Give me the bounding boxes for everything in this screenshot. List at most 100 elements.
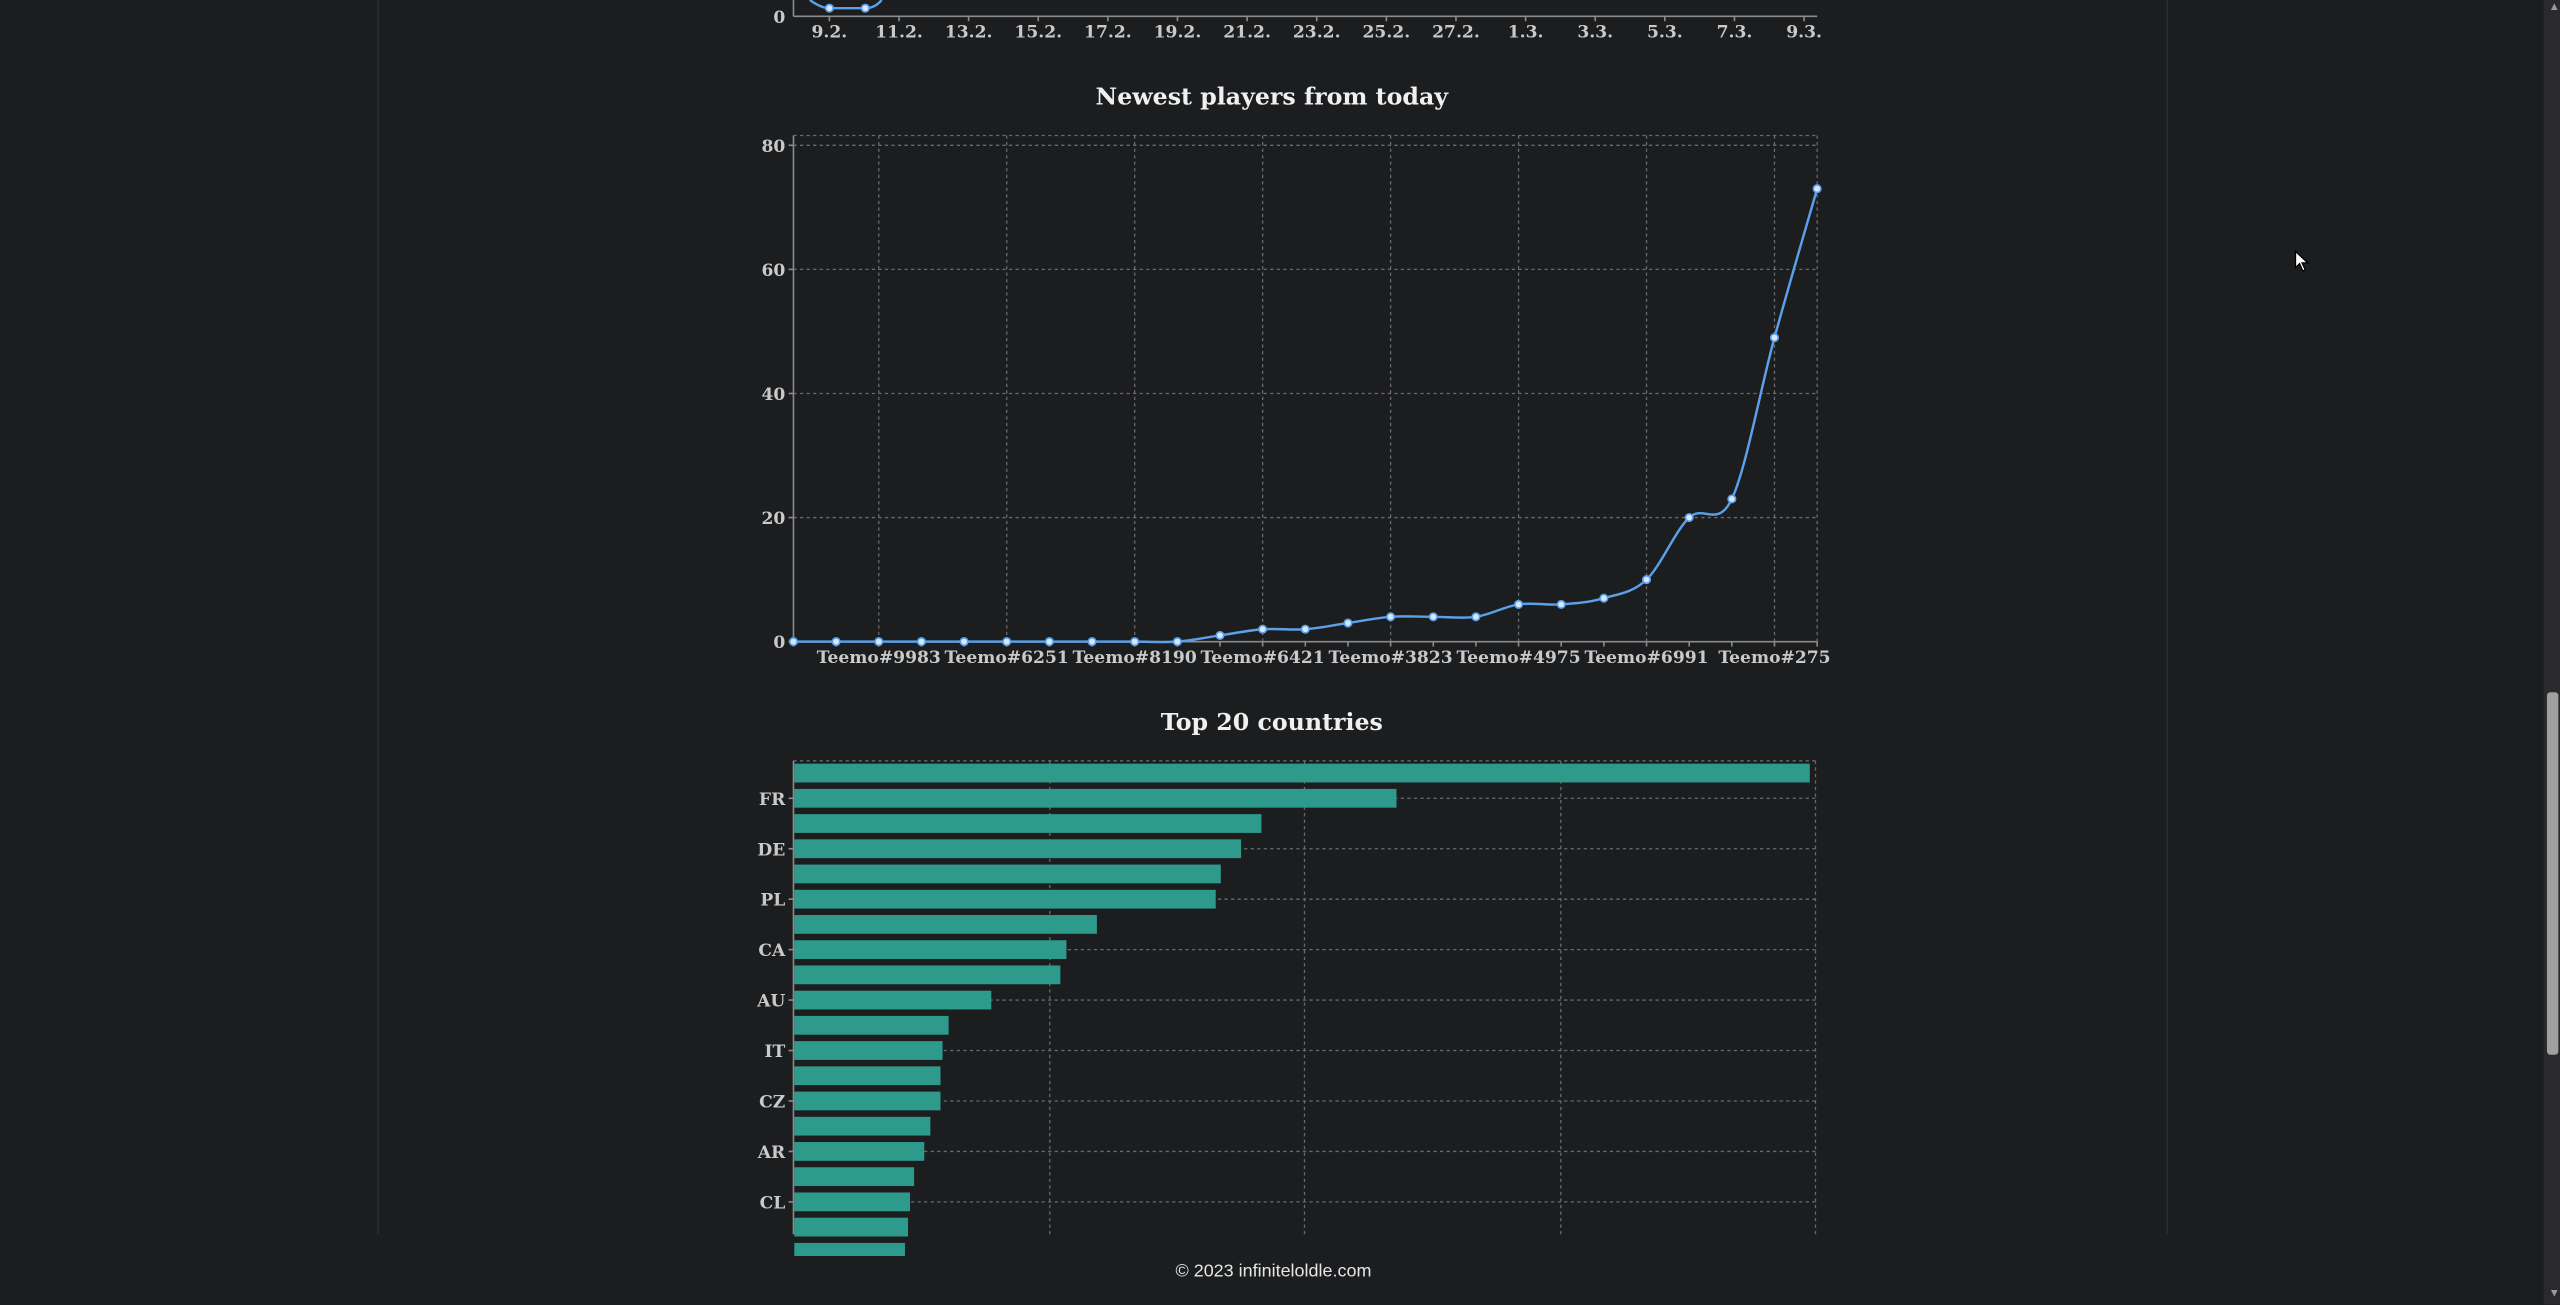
line-chart-x-tick-label: Teemo#6421 bbox=[1201, 648, 1325, 668]
bar-chart-bar bbox=[794, 1091, 941, 1111]
top-chart-point bbox=[860, 3, 870, 13]
bar-chart-category-label: CL bbox=[760, 1193, 786, 1213]
line-chart-point bbox=[1769, 333, 1780, 343]
line-chart-x-tick-label: Teemo#4975 bbox=[1457, 648, 1581, 668]
page-scrollbar[interactable] bbox=[2543, 0, 2560, 1305]
previous-chart-tail: 0 9.2. 11.2. 13.2. 15.2. 17.2. 19.2. 21.2. 23.2.… bbox=[773, 0, 1822, 43]
line-chart-point bbox=[1641, 575, 1652, 585]
bar-chart-category-label: PL bbox=[760, 891, 785, 911]
bar-chart-category-label: AU bbox=[756, 992, 785, 1012]
content-right-border bbox=[2166, 0, 2169, 1235]
line-chart-x-tick-label: Teemo#3823 bbox=[1329, 648, 1453, 668]
bar-chart-bar bbox=[794, 788, 1397, 808]
line-chart-point bbox=[788, 637, 799, 647]
bar-chart-bar bbox=[794, 940, 1067, 960]
line-chart-x-tick-label: Teemo#275 bbox=[1718, 648, 1830, 668]
top-chart-x-tick-label: 9.3. bbox=[1786, 23, 1822, 43]
line-chart-point bbox=[1258, 624, 1268, 634]
line-chart-point bbox=[1428, 612, 1438, 622]
line-chart-point bbox=[1130, 637, 1140, 647]
footer-copyright: © 2023 infiniteloldle.com bbox=[1175, 1262, 1372, 1282]
top-chart-x-tick-label: 27.2. bbox=[1432, 23, 1480, 43]
line-chart-point bbox=[1599, 593, 1609, 603]
bar-chart-category-label: IT bbox=[765, 1042, 786, 1062]
line-chart-y-tick-label: 0 bbox=[773, 633, 785, 653]
bar-chart-bar bbox=[794, 1217, 909, 1237]
bar-chart-category-label: FR bbox=[759, 790, 786, 810]
top-chart-x-tick-label: 25.2. bbox=[1363, 23, 1411, 43]
scroll-down-arrow-icon[interactable]: ▼ bbox=[2548, 1288, 2560, 1300]
scroll-up-arrow-icon[interactable]: ▲ bbox=[2548, 1, 2560, 14]
bar-chart-bar bbox=[794, 915, 1097, 934]
top-countries-bar-chart: FR DE PL CA AU IT CZ AR CL bbox=[756, 760, 1818, 1256]
bar-chart-bar bbox=[794, 1192, 911, 1212]
top-chart-x-tick-label: 7.3. bbox=[1717, 23, 1753, 43]
line-chart-point bbox=[1172, 637, 1182, 647]
newest-players-title: Newest players from today bbox=[1095, 83, 1449, 112]
top-chart-y-tick-label: 0 bbox=[773, 8, 785, 28]
bar-chart-bar bbox=[794, 839, 1242, 859]
line-chart-y-tick-label: 80 bbox=[761, 137, 785, 157]
top-chart-x-tick-label: 17.2. bbox=[1084, 23, 1132, 43]
line-chart-point bbox=[1044, 637, 1054, 647]
line-chart-point bbox=[1002, 637, 1012, 647]
line-chart-point bbox=[1343, 618, 1353, 628]
line-chart-point bbox=[1556, 599, 1566, 609]
line-chart-point bbox=[831, 637, 841, 647]
bar-chart-category-label: DE bbox=[757, 840, 785, 860]
top-chart-x-tick-label: 11.2. bbox=[875, 23, 923, 43]
bar-chart-bar bbox=[794, 990, 992, 1010]
top-chart-x-tick-label: 19.2. bbox=[1154, 23, 1202, 43]
bar-chart-bar bbox=[794, 1041, 943, 1060]
top-countries-title: Top 20 countries bbox=[1160, 708, 1383, 737]
line-chart-x-tick-label: Teemo#6991 bbox=[1584, 648, 1708, 668]
scrollbar-thumb[interactable] bbox=[2546, 692, 2559, 1055]
line-chart-point bbox=[1684, 512, 1694, 523]
line-chart-point bbox=[1215, 630, 1225, 640]
content-left-border bbox=[377, 0, 379, 1235]
top-chart-x-tick-label: 23.2. bbox=[1293, 23, 1341, 43]
line-chart-point bbox=[1812, 184, 1822, 194]
bar-chart-bar bbox=[794, 864, 1221, 884]
mouse-cursor-icon bbox=[2294, 249, 2310, 272]
bar-chart-category-label: AR bbox=[757, 1143, 786, 1163]
line-chart-y-tick-label: 60 bbox=[761, 261, 785, 281]
bar-chart-bar bbox=[794, 1242, 905, 1256]
bar-chart-category-label: CA bbox=[758, 941, 786, 961]
line-chart-point bbox=[1087, 637, 1097, 647]
top-chart-point bbox=[824, 3, 834, 13]
bar-chart-bar bbox=[794, 1116, 931, 1136]
top-chart-x-tick-label: 9.2. bbox=[812, 23, 848, 43]
line-chart-point bbox=[1300, 624, 1310, 634]
line-chart-point bbox=[1471, 612, 1481, 622]
line-chart-point bbox=[1727, 494, 1737, 504]
bar-chart-bar bbox=[794, 1142, 925, 1161]
line-chart-y-tick-label: 40 bbox=[761, 385, 785, 405]
top-chart-x-tick-label: 5.3. bbox=[1647, 23, 1683, 43]
top-chart-x-tick-label: 15.2. bbox=[1014, 23, 1062, 43]
bar-chart-bar bbox=[794, 763, 1810, 783]
bar-chart-bar bbox=[794, 814, 1262, 833]
bar-chart-bar bbox=[794, 1167, 915, 1187]
bar-chart-category-label: CZ bbox=[759, 1093, 785, 1113]
bar-chart-bar bbox=[794, 1015, 949, 1035]
top-chart-x-tick-label: 3.3. bbox=[1577, 23, 1613, 43]
top-chart-series-line bbox=[809, 0, 883, 10]
bar-chart-bar bbox=[794, 965, 1061, 985]
bar-chart-bar bbox=[794, 1066, 941, 1086]
line-chart-y-tick-label: 20 bbox=[761, 509, 785, 529]
top-chart-x-tick-label: 1.3. bbox=[1508, 23, 1544, 43]
line-chart-point bbox=[959, 637, 969, 647]
line-chart-point bbox=[1386, 612, 1396, 622]
line-chart-point bbox=[916, 637, 926, 647]
line-chart-x-tick-label: Teemo#9983 bbox=[817, 648, 941, 668]
top-chart-x-tick-label: 13.2. bbox=[945, 23, 993, 43]
line-chart-x-tick-label: Teemo#6251 bbox=[945, 648, 1069, 668]
top-chart-x-tick-label: 21.2. bbox=[1223, 23, 1271, 43]
bar-chart-bar bbox=[794, 889, 1216, 909]
line-chart-x-tick-label: Teemo#8190 bbox=[1073, 648, 1197, 668]
line-chart-point bbox=[874, 637, 884, 647]
line-chart-point bbox=[1513, 599, 1524, 609]
